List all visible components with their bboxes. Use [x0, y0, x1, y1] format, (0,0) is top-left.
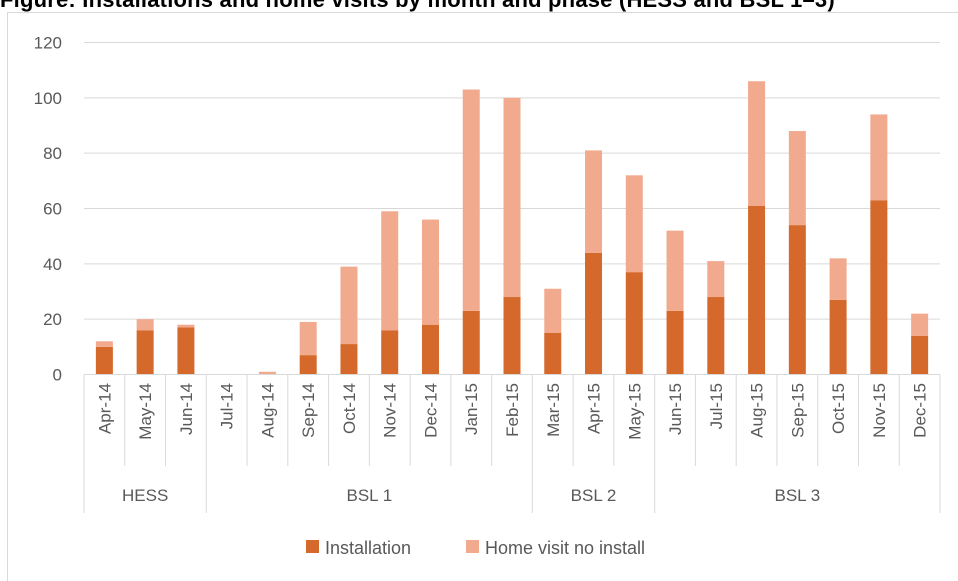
bar-installation — [421, 324, 439, 375]
bar-home-visit — [258, 371, 276, 375]
bar-installation — [911, 335, 929, 375]
chart-title: Figure: Installations and home visits by… — [0, 0, 835, 12]
x-tick-label: Apr-14 — [95, 383, 114, 434]
group-label: BSL 3 — [774, 486, 820, 505]
bar-home-visit — [911, 313, 929, 336]
chart-area — [7, 12, 958, 581]
y-tick-label: 100 — [34, 89, 62, 108]
bar-home-visit — [585, 150, 603, 253]
bar-installation — [625, 272, 643, 375]
bar-installation — [788, 225, 806, 375]
x-tick-label: Dec-14 — [421, 383, 440, 438]
x-tick-label: Feb-15 — [503, 383, 522, 437]
axis: 0 20 40 60 80 100 120 Apr-14 May-14 Jun-14 Jul-14 A… — [34, 34, 941, 513]
chart-title-strip: Figure: Installations and home visits by… — [0, 0, 958, 12]
bar-home-visit — [299, 321, 317, 356]
group-label: BSL 2 — [571, 486, 617, 505]
y-tick-label: 40 — [43, 255, 62, 274]
bar-installation — [503, 297, 521, 375]
bar-home-visit — [788, 131, 806, 226]
x-tick-label: Sep-14 — [299, 383, 318, 438]
x-tick-label: Dec-15 — [911, 383, 930, 438]
x-tick-label: Jan-15 — [462, 383, 481, 435]
bar-installation — [381, 330, 399, 375]
bar-installation — [585, 252, 603, 375]
bar-installation — [299, 355, 317, 375]
bar-home-visit — [748, 81, 766, 206]
legend-swatch-home-visit — [466, 540, 479, 553]
bar-installation — [870, 200, 888, 375]
bars — [95, 81, 929, 375]
bar-home-visit — [707, 261, 725, 298]
bar-home-visit — [421, 219, 439, 325]
group-label: HESS — [122, 486, 168, 505]
bar-installation — [95, 346, 113, 375]
x-tick-label: Mar-15 — [544, 383, 563, 437]
y-tick-label: 120 — [34, 34, 62, 53]
bar-installation — [462, 310, 480, 375]
x-tick-label: Aug-15 — [748, 383, 767, 438]
x-tick-label: Sep-15 — [788, 383, 807, 438]
bar-installation — [829, 299, 847, 375]
legend-label-installation: Installation — [325, 538, 411, 558]
bar-home-visit — [544, 288, 562, 333]
bar-installation — [136, 330, 154, 375]
y-tick-label: 20 — [43, 310, 62, 329]
x-tick-label: Nov-14 — [381, 383, 400, 438]
x-tick-label: May-14 — [136, 383, 155, 440]
y-tick-label: 80 — [43, 144, 62, 163]
x-tick-label: May-15 — [625, 383, 644, 440]
bar-home-visit — [177, 324, 195, 328]
x-tick-label: Nov-15 — [870, 383, 889, 438]
bar-home-visit — [503, 97, 521, 298]
x-tick-label: Oct-15 — [829, 383, 848, 434]
bar-installation — [748, 205, 766, 375]
legend-swatch-installation — [306, 540, 319, 553]
x-tick-label: Jun-14 — [177, 383, 196, 435]
bar-home-visit — [462, 89, 480, 311]
x-tick-label: Jun-15 — [666, 383, 685, 435]
bar-home-visit — [625, 175, 643, 273]
x-tick-label: Apr-15 — [585, 383, 604, 434]
y-tick-label: 60 — [43, 200, 62, 219]
y-tick-label: 0 — [53, 366, 62, 385]
x-tick-label: Aug-14 — [258, 383, 277, 438]
legend-label-home-visit: Home visit no install — [485, 538, 645, 558]
bar-installation — [544, 333, 562, 375]
bar-installation — [666, 310, 684, 375]
bar-installation — [707, 297, 725, 375]
bar-home-visit — [95, 341, 113, 347]
x-tick-label: Oct-14 — [340, 383, 359, 434]
bar-home-visit — [829, 258, 847, 300]
legend: Installation Home visit no install — [306, 538, 645, 558]
x-tick-label: Jul-14 — [218, 383, 237, 429]
bar-home-visit — [666, 230, 684, 311]
bar-home-visit — [870, 114, 888, 201]
x-tick-label: Jul-15 — [707, 383, 726, 429]
bar-home-visit — [340, 266, 358, 345]
bar-installation — [177, 327, 195, 375]
group-label: BSL 1 — [346, 486, 392, 505]
bar-home-visit — [381, 211, 399, 331]
bar-installation — [340, 344, 358, 375]
bar-home-visit — [136, 319, 154, 331]
